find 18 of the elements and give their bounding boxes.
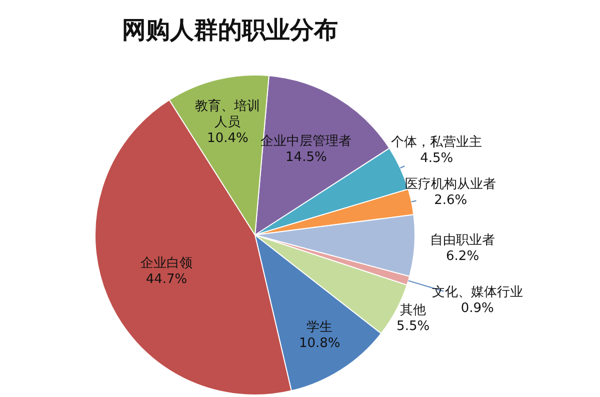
- slice-label: 教育、培训人员: [194, 99, 262, 132]
- data-label: 2.6%: [433, 193, 468, 210]
- data-label: 6.2%: [445, 248, 480, 265]
- data-label: 0.9%: [460, 301, 495, 318]
- data-label: 4.5%: [419, 151, 454, 168]
- chart-title: 网购人群的职业分布: [122, 15, 338, 46]
- slice-label: 其他: [399, 303, 428, 320]
- slice-label: 个体，私营业主: [391, 135, 482, 152]
- data-label: 44.7%: [144, 272, 188, 288]
- data-label: 5.5%: [396, 319, 430, 336]
- slice-label: 文化、媒体行业: [432, 285, 523, 302]
- slice-label: 医疗机构从业者: [405, 177, 496, 194]
- slice-label: 企业白领: [140, 256, 192, 272]
- slice-label: 学生: [306, 320, 334, 336]
- slice-label: 自由职业者: [430, 232, 496, 249]
- data-label: 14.5%: [284, 150, 328, 166]
- data-label: 10.4%: [206, 131, 250, 148]
- data-label: 10.8%: [298, 336, 340, 352]
